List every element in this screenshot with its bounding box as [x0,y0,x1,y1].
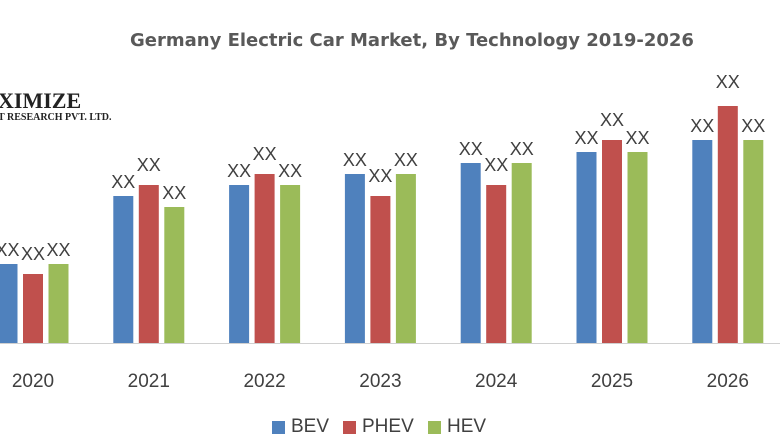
bar-phev-2024 [486,185,507,343]
bar-bev-2024 [460,163,481,343]
bar-phev-2021 [138,185,159,343]
x-tick-label: 2020 [12,371,54,392]
legend-item-phev: PHEV [343,416,414,438]
data-label: XX [625,128,649,148]
bar-phev-2022 [254,174,275,343]
x-tick-label: 2021 [128,371,170,392]
data-label: XX [716,72,740,92]
x-tick-label: 2023 [359,371,401,392]
logo-text: XIMIZE [0,88,82,113]
data-label: XX [227,161,251,181]
data-label: XX [111,172,135,192]
legend-swatch [428,420,441,434]
data-label: XX [510,139,534,159]
data-label: XX [394,150,418,170]
legend-swatch [272,420,285,434]
legend-swatch [343,420,356,434]
data-label: XX [484,155,508,175]
legend-label: PHEV [362,416,414,437]
x-tick-label: 2024 [475,371,518,392]
data-label: XX [690,116,714,136]
bar-hev-2020 [48,264,69,343]
bar-hev-2021 [164,207,185,343]
bar-phev-2020 [23,274,43,343]
data-label: XX [21,244,45,264]
bar-bev-2025 [576,152,597,343]
legend-item-hev: HEV [428,416,486,438]
data-label: XX [162,183,186,203]
data-label: XX [46,240,70,260]
bar-phev-2023 [370,196,391,343]
bar-hev-2025 [627,152,648,343]
data-label: XX [0,240,20,260]
legend-item-bev: BEV [272,416,329,438]
bar-hev-2022 [280,185,301,343]
bar-bev-2023 [344,174,365,343]
data-label: XX [600,110,624,130]
bar-bev-2026 [692,140,713,343]
bar-bev-2022 [229,185,250,343]
data-label: XX [278,161,302,181]
legend-label: BEV [291,416,330,437]
data-label: XX [459,139,483,159]
legend-label: HEV [447,416,487,437]
bar-bev-2021 [113,196,134,343]
x-tick-label: 2022 [243,371,285,392]
data-label: XX [137,155,161,175]
bar-hev-2026 [743,140,764,343]
data-label: XX [574,128,598,148]
data-label: XX [368,166,392,186]
x-tick-label: 2026 [707,371,749,392]
data-label: XX [741,116,765,136]
data-label: XX [343,150,367,170]
logo-subtext: T RESEARCH PVT. LTD. [0,112,112,123]
chart-title: Germany Electric Car Market, By Technolo… [130,30,694,51]
x-tick-label: 2025 [591,371,633,392]
bar-phev-2026 [717,106,738,343]
bar-hev-2024 [511,163,532,343]
bar-phev-2025 [602,140,622,343]
bar-hev-2023 [395,174,416,343]
data-label: XX [253,144,277,164]
bar-bev-2020 [0,264,18,343]
